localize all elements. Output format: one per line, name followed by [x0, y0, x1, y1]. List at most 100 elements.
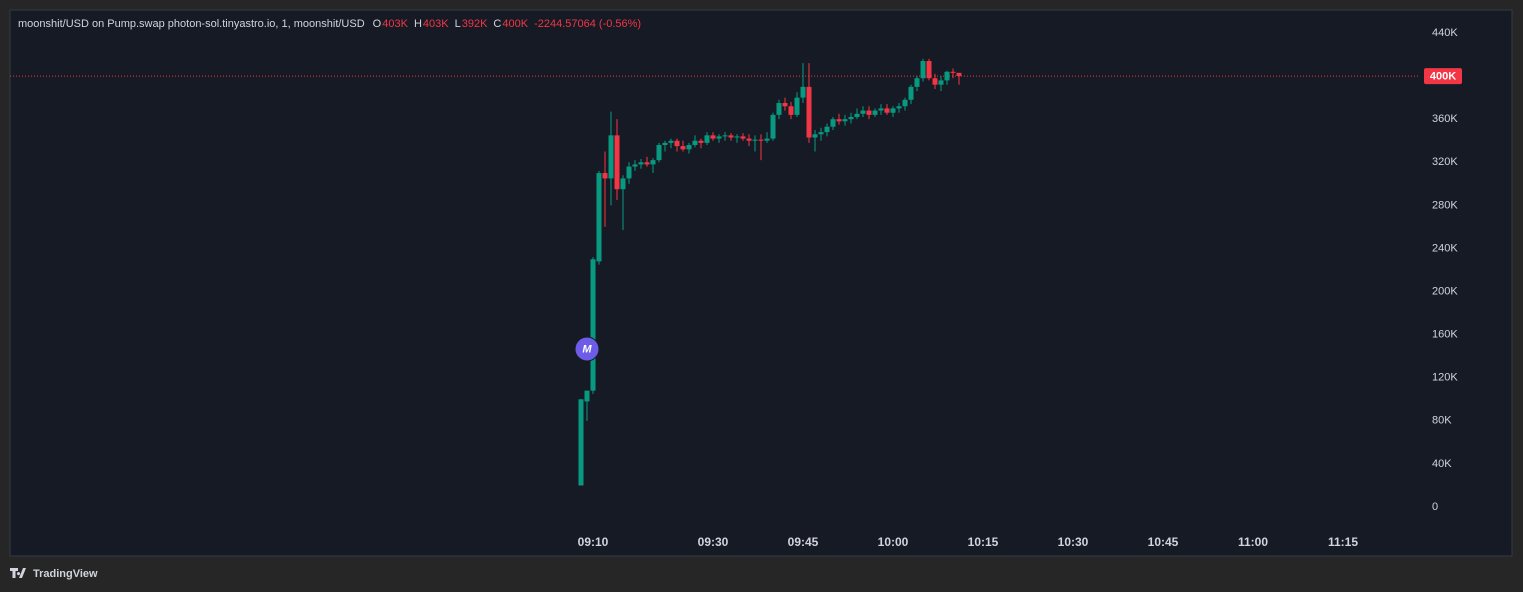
candle-body: [710, 135, 716, 139]
y-tick-label: 360K: [1432, 113, 1458, 125]
x-tick-label: 11:15: [1328, 535, 1358, 549]
brand-name: TradingView: [33, 568, 98, 580]
candle-body: [914, 78, 920, 87]
candle-body: [794, 97, 800, 115]
candle-body: [716, 136, 722, 139]
y-tick-label: 240K: [1432, 242, 1458, 254]
y-tick-label: 40K: [1432, 458, 1452, 470]
legend-value: 400K: [502, 18, 528, 30]
legend-key: C: [493, 18, 501, 30]
candle-body: [890, 108, 896, 113]
candle-body: [584, 390, 590, 402]
x-tick-label: 10:15: [968, 535, 999, 549]
candle-body: [776, 103, 782, 115]
candle-body: [956, 72, 962, 77]
candle-body: [638, 162, 644, 165]
candle-body: [626, 166, 632, 179]
candle-body: [878, 108, 884, 111]
event-marker: [574, 336, 600, 362]
x-tick-label: 09:30: [698, 535, 729, 549]
brand-logo: [10, 568, 26, 578]
x-tick-label: 09:45: [788, 535, 819, 549]
candle-body: [728, 135, 734, 138]
candle-body: [866, 110, 872, 115]
x-tick-label: 10:30: [1058, 535, 1089, 549]
y-tick-label: 80K: [1432, 415, 1452, 427]
candle-body: [740, 136, 746, 139]
candle-body: [758, 139, 764, 141]
candle-body: [590, 259, 596, 391]
candle-body: [848, 117, 854, 120]
candle-body: [692, 140, 698, 146]
y-tick-label: 440K: [1432, 27, 1458, 39]
y-tick-label: 200K: [1432, 285, 1458, 297]
candle-body: [578, 399, 584, 486]
candle-body: [806, 86, 812, 138]
last-price-badge: [1424, 68, 1462, 85]
candle-body: [680, 146, 686, 150]
candle-body: [596, 173, 602, 262]
candle-body: [884, 108, 890, 113]
legend-value: 392K: [462, 18, 488, 30]
candle-body: [812, 134, 818, 138]
legend-key: H: [414, 18, 422, 30]
candle-body: [674, 140, 680, 147]
y-tick-label: 0: [1432, 501, 1438, 513]
last-price-label: 400K: [1430, 70, 1456, 82]
candle-body: [656, 145, 662, 161]
candle-body: [746, 138, 752, 141]
candle-body: [938, 80, 944, 85]
candle-body: [860, 110, 866, 114]
event-marker-label: M: [582, 343, 592, 355]
candle-body: [854, 113, 860, 118]
candle-body: [800, 86, 806, 98]
candle-body: [902, 99, 908, 107]
candle-body: [824, 126, 830, 133]
x-tick-label: 09:10: [578, 535, 609, 549]
candle-body: [770, 114, 776, 139]
legend-value: 403K: [423, 18, 449, 30]
candle-body: [704, 135, 710, 143]
candle-body: [830, 119, 836, 127]
candle-body: [932, 78, 938, 85]
candle-body: [752, 139, 758, 141]
legend-change: -2244.57064 (-0.56%): [534, 18, 641, 30]
candle-body: [818, 132, 824, 135]
legend-key: O: [373, 18, 382, 30]
candle-body: [782, 103, 788, 107]
candle-body: [764, 138, 770, 141]
y-tick-label: 120K: [1432, 372, 1458, 384]
candle-body: [908, 86, 914, 100]
candle-body: [896, 106, 902, 109]
candle-body: [926, 61, 932, 79]
candle-body: [734, 136, 740, 138]
candle-body: [632, 164, 638, 167]
y-tick-label: 280K: [1432, 199, 1458, 211]
candle-body: [944, 71, 950, 81]
candle-body: [614, 135, 620, 190]
chart-title: moonshit/USD on Pump.swap photon-sol.tin…: [18, 18, 365, 30]
candle-body: [842, 119, 848, 122]
legend-value: 403K: [382, 18, 408, 30]
chart-panel: [9, 9, 1513, 557]
candle-body: [950, 71, 956, 73]
candle-body: [920, 61, 926, 79]
candle-body: [644, 162, 650, 165]
x-tick-label: 11:00: [1238, 535, 1268, 549]
candle-body: [722, 135, 728, 137]
candle-body: [668, 140, 674, 143]
legend-key: L: [455, 18, 461, 30]
x-tick-label: 10:45: [1148, 535, 1179, 549]
candle-body: [698, 140, 704, 143]
candle-body: [686, 145, 692, 150]
candle-body: [788, 106, 794, 115]
y-tick-label: 160K: [1432, 329, 1458, 341]
x-tick-label: 10:00: [878, 535, 909, 549]
candle-body: [872, 110, 878, 115]
candle-body: [602, 173, 608, 179]
candle-body: [836, 119, 842, 122]
candle-body: [650, 160, 656, 165]
legend: moonshit/USD on Pump.swap photon-sol.tin…: [18, 18, 641, 30]
candle-body: [662, 142, 668, 146]
